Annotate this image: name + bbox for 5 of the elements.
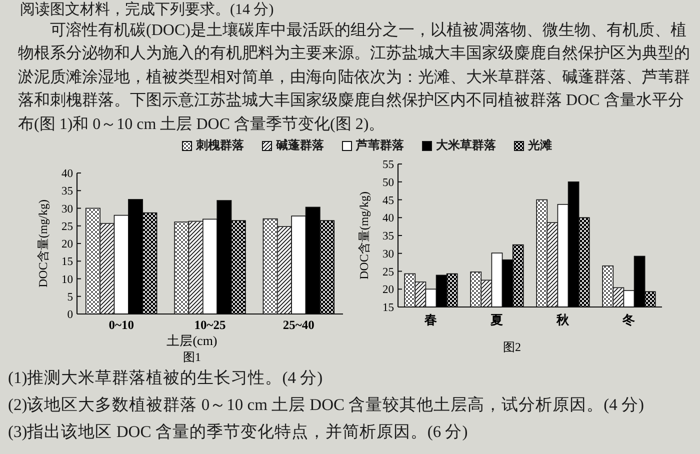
text: (1)推测大米草群落植被的生长习性。(4 分) — [8, 367, 324, 389]
text: (2)该地区大多数植被群落 0～10 cm 土层 DOC 含量较其他土层高，试分析原因。(4 分) — [8, 394, 645, 416]
text: (3)指出该地区 DOC 含量的季节变化特点，并简析原因。(6 分) — [8, 421, 469, 443]
text: 可溶性有机碳(DOC)是土壤碳库中最活跃的组分之一，以植被凋落物、微生物、有机质、植物根系分泌物和人为施入的有机肥料为主要来源。江苏盐城大丰国家级麋鹿自然保护区为典型的淤泥质滩涂湿地，植被类型相对简单，由海向陆依次为：光滩、大米草群落、碱蓬群落、芦苇群落和刺槐群落。下图示意江苏盐城大丰国家级麋鹿自然保护区内不同植被群落 DOC 含量水平分布(图 1)和 0～10 cm 土层 DOC 含量季节变化(图 2)。 — [18, 20, 691, 135]
text: 阅读图文材料，完成下列要求。(14 分) — [20, 1, 275, 19]
